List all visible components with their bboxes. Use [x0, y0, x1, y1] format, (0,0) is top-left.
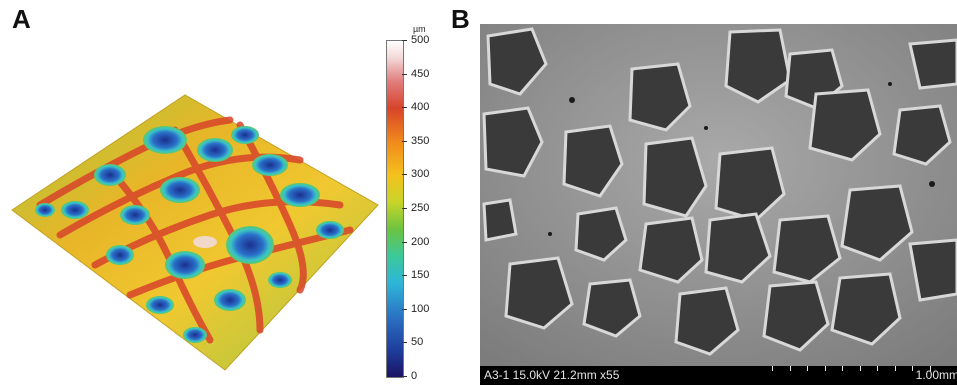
scale-tick	[772, 366, 773, 371]
colorbar-tick	[402, 208, 407, 209]
colorbar-tick	[402, 174, 407, 176]
pits	[35, 126, 344, 343]
panel-a-topography: A µm 500 450 400 350 300 250 200 150 100 50 0	[0, 0, 450, 385]
colorbar-tick-label: 300	[411, 168, 430, 181]
sem-info-bar: A3-1 15.0kV 21.2mm x55 1.00mm	[480, 366, 957, 385]
colorbar-tick	[402, 308, 407, 310]
sem-micrograph	[480, 24, 957, 366]
scale-tick	[807, 366, 808, 371]
colorbar-tick	[402, 73, 407, 75]
colorbar-tick-label: 50	[411, 336, 424, 349]
colorbar-tick-label: 350	[411, 134, 430, 147]
colorbar-gradient	[386, 40, 404, 378]
colorbar-tick-label: 0	[411, 370, 418, 382]
scale-tick	[842, 366, 843, 371]
panel-label-b: B	[451, 4, 470, 34]
sem-scale-label: 1.00mm	[915, 368, 957, 382]
colorbar-tick	[402, 107, 407, 109]
colorbar-tick	[402, 140, 407, 142]
colorbar-tick	[402, 40, 407, 41]
scale-tick	[824, 366, 826, 371]
colorbar-tick	[402, 241, 407, 243]
scale-tick	[912, 366, 913, 371]
scale-tick	[894, 366, 896, 371]
colorbar-tick-label: 250	[411, 202, 430, 214]
colorbar-tick-label: 500	[411, 34, 430, 46]
scale-tick	[877, 366, 878, 371]
colorbar-tick-label: 200	[411, 235, 430, 248]
topography-3d-surface	[11, 94, 379, 371]
scale-tick	[789, 366, 791, 371]
colorbar-unit: µm	[413, 24, 426, 34]
colorbar-tick	[402, 275, 407, 277]
panel-label-a: A	[12, 4, 31, 34]
colorbar-tick-label: 450	[411, 67, 430, 80]
colorbar-tick	[402, 342, 407, 344]
colorbar-tick-label: 400	[411, 101, 430, 114]
colorbar-tick-label: 150	[411, 269, 430, 282]
colorbar-tick	[402, 376, 407, 377]
height-colorbar: µm 500 450 400 350 300 250 200 150 100 50 0	[384, 24, 444, 382]
scale-tick	[929, 366, 931, 371]
scale-tick	[859, 366, 861, 371]
sem-acquisition-info: A3-1 15.0kV 21.2mm x55	[484, 368, 620, 382]
panel-b-sem-image: A3-1 15.0kV 21.2mm x55 1.00mm	[480, 24, 957, 385]
colorbar-tick-label: 100	[411, 302, 430, 315]
